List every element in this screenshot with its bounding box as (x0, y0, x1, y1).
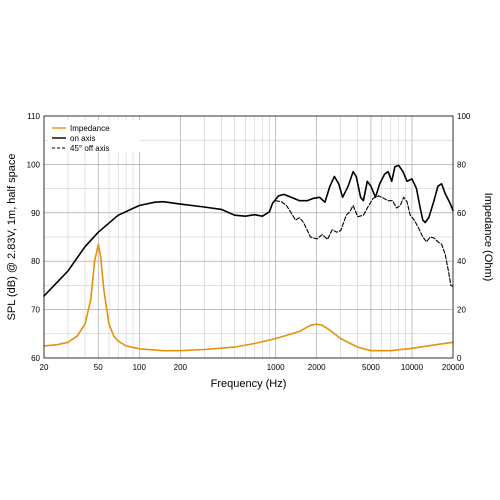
tick-labels: 20 50 100 200 1000 2000 5000 10000 2000060708090… (27, 112, 471, 372)
x-tick-label: 200 (174, 363, 188, 372)
left-y-tick-label: 90 (31, 209, 40, 218)
x-tick-label: 100 (133, 363, 147, 372)
x-tick-label: 50 (94, 363, 103, 372)
x-tick-label: 10000 (401, 363, 424, 372)
legend-label-on-axis: on axis (70, 134, 95, 143)
right-y-tick-label: 80 (457, 160, 466, 169)
left-y-tick-label: 70 (31, 306, 40, 315)
series-line-impedance (43, 243, 454, 352)
left-y-axis-title: SPL (dB) @ 2.83V, 1m, half space (6, 154, 18, 321)
legend-label-45-off-axis: 45° off axis (70, 144, 110, 153)
series-lines (43, 164, 454, 352)
x-tick-label: 1000 (267, 363, 285, 372)
left-y-tick-label: 100 (27, 160, 41, 169)
left-y-tick-label: 110 (27, 112, 40, 121)
x-tick-label: 2000 (308, 363, 326, 372)
x-axis-title: Frequency (Hz) (211, 378, 287, 390)
left-y-tick-label: 80 (31, 257, 40, 266)
right-y-tick-label: 100 (457, 112, 471, 121)
right-y-tick-label: 20 (457, 306, 466, 315)
legend: Impedance on axis 45° off axis (48, 120, 140, 153)
right-y-tick-label: 60 (457, 209, 466, 218)
legend-box (48, 120, 140, 152)
x-tick-label: 20000 (442, 363, 465, 372)
plot-frame (43, 115, 454, 359)
right-y-tick-label: 40 (457, 257, 466, 266)
x-tick-label: 5000 (362, 363, 380, 372)
left-y-tick-label: 60 (31, 354, 40, 363)
legend-label-impedance: Impedance (70, 124, 110, 133)
right-y-axis-title: Impedance (Ohm) (482, 193, 494, 282)
grid-lines (44, 116, 453, 358)
series-line-on-axis (43, 164, 454, 297)
x-tick-label: 20 (40, 363, 49, 372)
right-y-tick-label: 0 (457, 354, 462, 363)
series-line-45-off-axis (275, 195, 454, 287)
